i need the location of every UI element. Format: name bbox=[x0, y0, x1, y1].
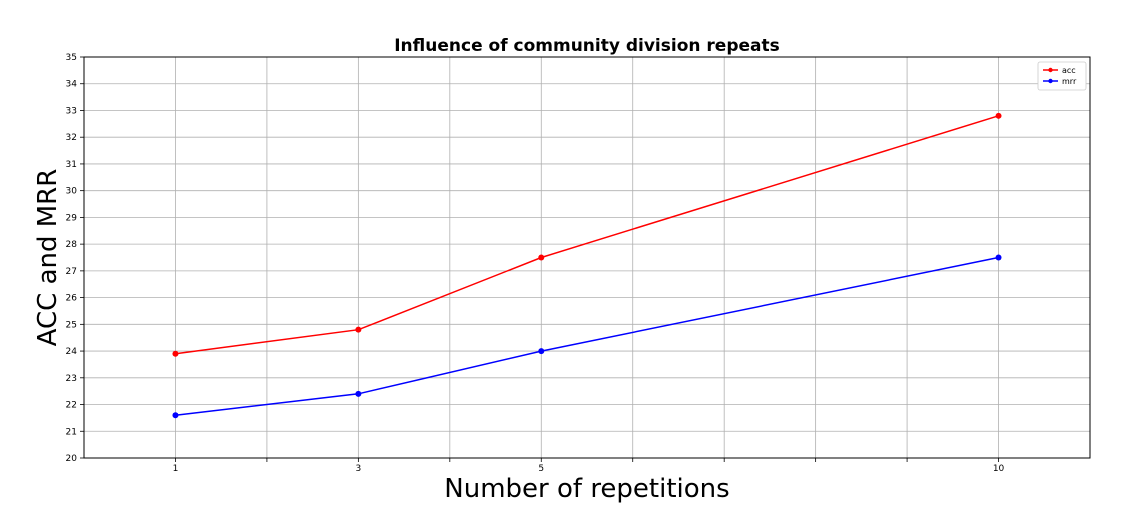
x-tick-label: 5 bbox=[538, 464, 544, 474]
series-group bbox=[172, 112, 1002, 419]
series-line-acc bbox=[175, 115, 999, 355]
y-tick-label: 35 bbox=[66, 53, 77, 63]
data-point-acc bbox=[172, 350, 179, 357]
legend-label-mrr: mrr bbox=[1062, 77, 1077, 86]
y-tick-label: 30 bbox=[66, 187, 78, 197]
y-tick-label: 32 bbox=[66, 133, 77, 143]
series-acc bbox=[172, 112, 1002, 357]
data-point-acc bbox=[538, 254, 545, 261]
y-axis-label: ACC and MRR bbox=[33, 169, 63, 347]
x-axis: 1 3 5 10 bbox=[173, 458, 1005, 474]
y-tick-label: 31 bbox=[66, 160, 77, 170]
y-tick-label: 25 bbox=[66, 320, 77, 330]
y-tick-label: 29 bbox=[66, 213, 78, 223]
y-tick-label: 22 bbox=[66, 401, 77, 411]
x-tick-label: 3 bbox=[355, 464, 361, 474]
y-tick-label: 24 bbox=[66, 347, 78, 357]
y-tick-label: 34 bbox=[66, 80, 78, 90]
data-point-acc bbox=[355, 326, 362, 333]
y-tick-label: 28 bbox=[66, 240, 78, 250]
chart-title: Influence of community division repeats bbox=[394, 36, 780, 56]
y-tick-label: 26 bbox=[66, 294, 78, 304]
data-point-mrr bbox=[355, 390, 362, 397]
x-tick-label: 10 bbox=[993, 464, 1005, 474]
y-axis: 20 21 22 23 24 25 26 27 28 29 30 31 32 33 34 35 bbox=[66, 53, 84, 464]
x-tick-label: 1 bbox=[173, 464, 179, 474]
data-point-acc bbox=[995, 112, 1002, 119]
legend: acc mrr bbox=[1037, 61, 1087, 91]
x-axis-label: Number of repetitions bbox=[444, 474, 729, 504]
y-tick-label: 27 bbox=[66, 267, 77, 277]
plot-frame bbox=[83, 56, 1091, 459]
y-tick-label: 21 bbox=[66, 427, 77, 437]
series-line-mrr bbox=[175, 256, 999, 416]
data-point-mrr bbox=[172, 412, 179, 419]
y-tick-label: 33 bbox=[66, 106, 77, 116]
legend-marker-acc bbox=[1048, 67, 1053, 73]
y-tick-label: 23 bbox=[66, 374, 77, 384]
grid bbox=[84, 56, 1090, 459]
legend-label-acc: acc bbox=[1062, 66, 1076, 75]
data-point-mrr bbox=[995, 254, 1002, 261]
legend-marker-mrr bbox=[1048, 78, 1053, 84]
y-tick-label: 20 bbox=[66, 454, 78, 464]
series-mrr bbox=[172, 254, 1002, 419]
data-point-mrr bbox=[538, 348, 545, 355]
